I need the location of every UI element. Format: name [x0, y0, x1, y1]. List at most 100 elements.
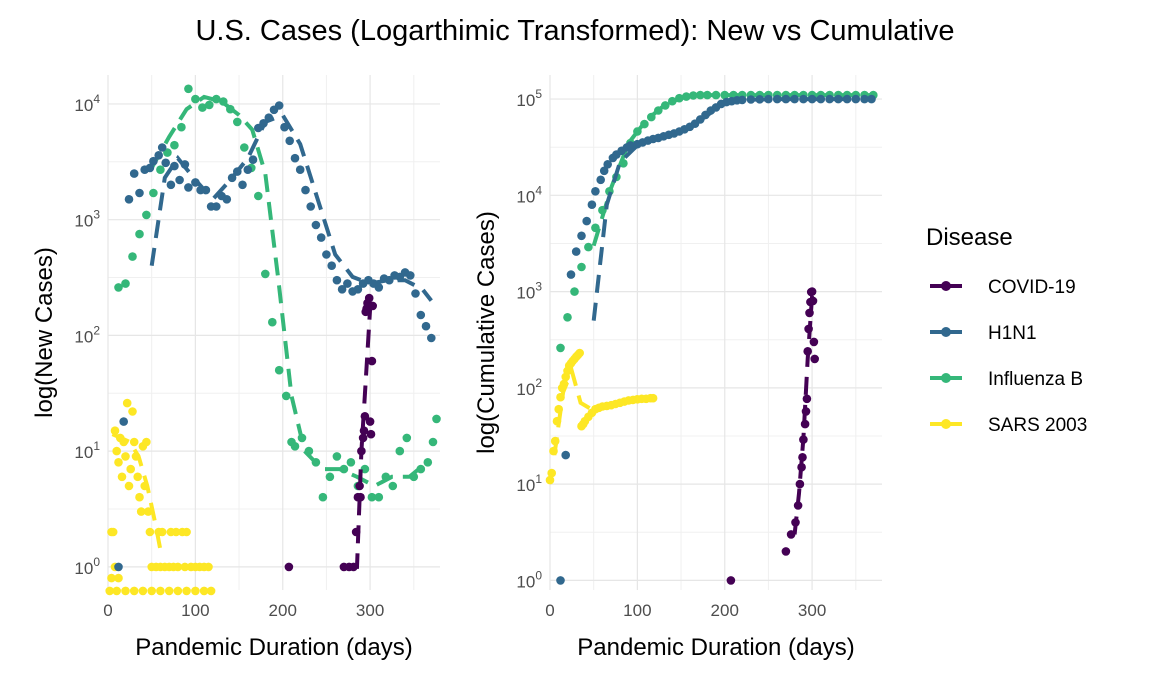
data-point-covid-19	[804, 324, 813, 334]
data-point-influenza-b	[374, 492, 384, 502]
data-point-sars-2003	[199, 586, 209, 596]
data-point-influenza-b	[198, 103, 207, 112]
data-point-influenza-b	[170, 140, 179, 150]
legend-item-h1n1: H1N1	[930, 323, 1037, 344]
data-point-influenza-b	[584, 242, 593, 252]
x-tick-label: 100	[181, 601, 209, 620]
legend-title: Disease	[926, 224, 1013, 251]
data-point-influenza-b	[346, 458, 356, 467]
series-sars-2003	[545, 348, 658, 485]
data-point-covid-19	[799, 435, 808, 444]
data-point-h1n1	[427, 333, 436, 343]
data-point-influenza-b	[381, 472, 391, 482]
data-point-influenza-b	[563, 313, 572, 322]
data-point-h1n1	[322, 250, 331, 259]
data-point-covid-19	[365, 417, 375, 426]
data-point-influenza-b	[281, 391, 291, 401]
data-point-sars-2003	[107, 573, 116, 583]
data-point-influenza-b	[253, 191, 263, 201]
data-point-covid-19	[808, 296, 818, 306]
data-point-covid-19	[807, 287, 817, 296]
data-point-sars-2003	[126, 464, 135, 474]
data-point-h1n1	[285, 136, 295, 146]
data-point-h1n1	[135, 188, 144, 198]
legend-key-point	[941, 281, 951, 291]
data-point-covid-19	[360, 412, 370, 421]
data-point-influenza-b	[675, 93, 684, 103]
data-point-sars-2003	[549, 446, 558, 456]
data-point-influenza-b	[290, 442, 300, 451]
x-tick-label: 300	[356, 601, 384, 620]
data-point-h1n1	[591, 187, 600, 196]
data-point-h1n1	[149, 156, 158, 166]
data-point-sars-2003	[143, 507, 153, 516]
legend: Disease COVID-19 H1N1 Influenza B SARS 2003	[926, 224, 1087, 436]
data-point-sars-2003	[575, 348, 584, 358]
data-point-influenza-b	[367, 492, 377, 502]
data-point-h1n1	[201, 185, 211, 195]
data-point-influenza-b	[633, 127, 642, 136]
data-point-h1n1	[746, 95, 756, 104]
data-point-h1n1	[571, 247, 581, 256]
data-point-influenza-b	[240, 143, 249, 152]
data-point-covid-19	[366, 429, 376, 439]
data-point-sars-2003	[547, 468, 556, 478]
data-point-influenza-b	[332, 452, 342, 461]
data-point-covid-19	[351, 527, 361, 537]
legend-key-point	[941, 419, 951, 429]
data-point-influenza-b	[696, 90, 705, 100]
data-point-covid-19	[726, 576, 736, 585]
data-point-influenza-b	[156, 165, 165, 174]
data-point-covid-19	[795, 479, 805, 489]
data-point-h1n1	[781, 94, 791, 104]
data-point-h1n1	[860, 94, 869, 104]
data-point-h1n1	[119, 417, 128, 426]
data-point-h1n1	[603, 160, 612, 169]
data-point-influenza-b	[428, 437, 438, 447]
data-point-h1n1	[343, 279, 352, 288]
data-point-sars-2003	[114, 458, 123, 467]
data-point-influenza-b	[423, 458, 433, 467]
data-point-influenza-b	[682, 92, 691, 101]
data-point-sars-2003	[131, 452, 141, 461]
data-point-influenza-b	[409, 472, 419, 482]
data-point-h1n1	[212, 202, 221, 211]
data-point-influenza-b	[416, 464, 426, 474]
data-point-sars-2003	[110, 426, 120, 436]
data-point-h1n1	[566, 270, 576, 279]
y-axis-title: log(New Cases)	[31, 247, 58, 418]
data-point-h1n1	[332, 275, 342, 285]
data-point-covid-19	[359, 426, 369, 436]
data-point-h1n1	[227, 173, 237, 183]
gridlines	[549, 75, 882, 590]
data-point-h1n1	[259, 119, 268, 128]
data-point-sars-2003	[105, 586, 114, 596]
data-point-influenza-b	[689, 91, 698, 100]
data-point-h1n1	[851, 94, 861, 104]
data-point-h1n1	[166, 180, 176, 190]
data-point-covid-19	[798, 453, 807, 462]
data-point-influenza-b	[395, 446, 405, 456]
data-point-h1n1	[556, 576, 565, 585]
legend-key-point	[941, 373, 951, 383]
data-point-influenza-b	[388, 481, 398, 491]
legend-item-influenza-b: Influenza B	[930, 369, 1083, 390]
data-point-h1n1	[274, 101, 284, 110]
data-point-sars-2003	[112, 586, 121, 596]
data-point-sars-2003	[173, 562, 183, 572]
data-point-sars-2003	[140, 481, 149, 491]
data-point-influenza-b	[570, 287, 579, 296]
data-point-sars-2003	[164, 586, 174, 596]
data-point-h1n1	[154, 151, 163, 160]
data-point-sars-2003	[138, 586, 148, 596]
data-point-h1n1	[248, 155, 258, 164]
data-point-influenza-b	[703, 90, 712, 100]
data-point-h1n1	[233, 167, 242, 176]
data-point-h1n1	[301, 185, 310, 195]
data-point-h1n1	[816, 94, 826, 104]
data-point-h1n1	[825, 94, 834, 104]
data-point-influenza-b	[647, 112, 656, 122]
data-point-sars-2003	[173, 586, 183, 596]
